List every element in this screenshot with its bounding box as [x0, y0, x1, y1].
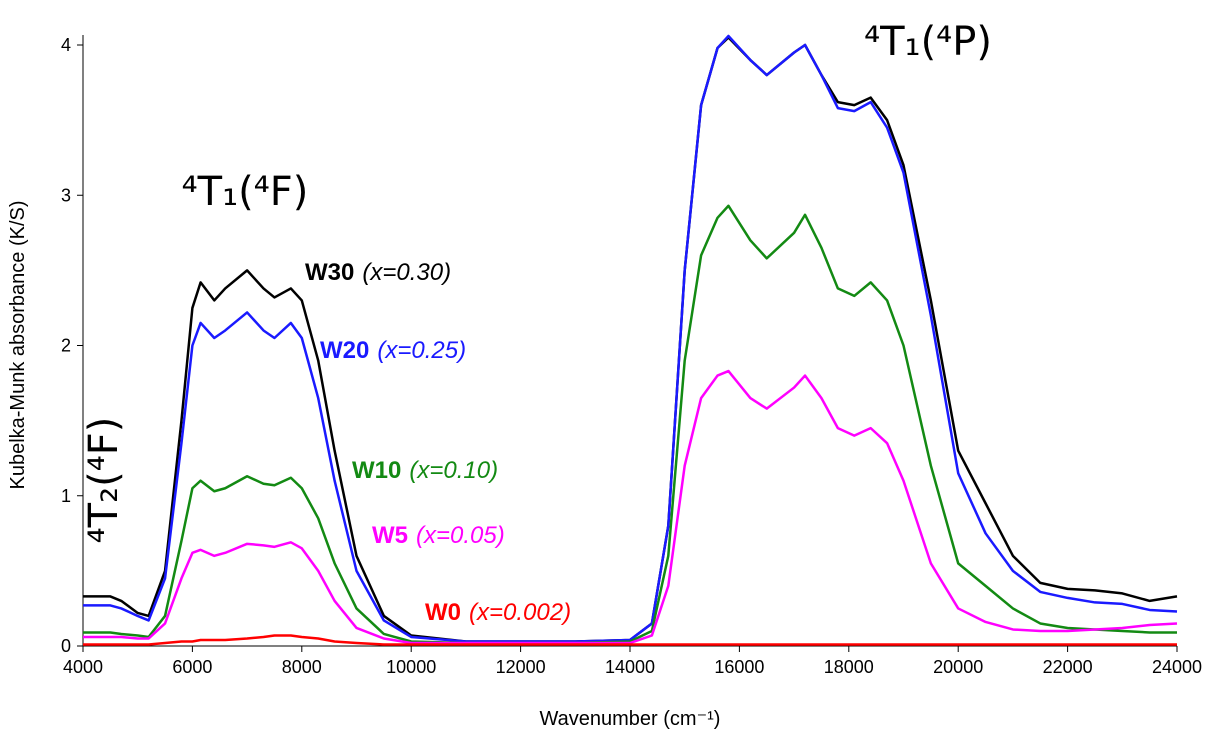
series-composition: (x=0.10) — [409, 457, 498, 484]
x-tick-label: 14000 — [605, 657, 655, 677]
series-composition: (x=0.30) — [362, 259, 451, 286]
y-tick-label: 0 — [61, 636, 71, 656]
series-line — [83, 34, 1178, 643]
x-tick-label: 22000 — [1043, 657, 1093, 677]
series-label: W5 (x=0.05) — [372, 522, 505, 549]
x-tick-label: 12000 — [496, 657, 546, 677]
series-label: W0 (x=0.002) — [425, 599, 571, 626]
x-tick-label: 4000 — [63, 657, 103, 677]
series-line — [83, 36, 1178, 643]
series-composition: (x=0.25) — [377, 337, 466, 364]
x-tick-label: 10000 — [386, 657, 436, 677]
annotation: ⁴T₁(⁴P) — [864, 19, 992, 65]
y-tick-label: 4 — [61, 35, 71, 55]
x-tick-label: 18000 — [824, 657, 874, 677]
x-tick-label: 20000 — [933, 657, 983, 677]
y-tick-label: 1 — [61, 486, 71, 506]
y-axis-label: Kubelka-Munk absorbance (K/S) — [7, 200, 29, 489]
series-line — [83, 634, 1177, 646]
x-tick-label: 8000 — [282, 657, 322, 677]
series-line — [83, 369, 1178, 645]
y-tick-label: 2 — [61, 336, 71, 356]
series-name: W30 — [305, 259, 354, 286]
series-label: W10 (x=0.10) — [352, 457, 498, 484]
series-name: W0 — [425, 599, 461, 626]
x-axis-label: Wavenumber (cm⁻¹) — [540, 708, 721, 730]
x-tick-label: 6000 — [172, 657, 212, 677]
series-composition: (x=0.002) — [469, 599, 571, 626]
annotation: ⁴T₁(⁴F) — [182, 169, 309, 215]
series-label: W30 (x=0.30) — [305, 259, 451, 286]
series-name: W10 — [352, 457, 401, 484]
series-label: W20 (x=0.25) — [320, 337, 466, 364]
series-line — [83, 204, 1177, 645]
annotation: ⁴T₂(⁴F) — [81, 417, 127, 544]
y-tick-label: 3 — [61, 185, 71, 205]
series-composition: (x=0.05) — [416, 522, 505, 549]
x-tick-label: 16000 — [714, 657, 764, 677]
series-name: W20 — [320, 337, 369, 364]
series-name: W5 — [372, 522, 408, 549]
x-tick-label: 24000 — [1152, 657, 1202, 677]
